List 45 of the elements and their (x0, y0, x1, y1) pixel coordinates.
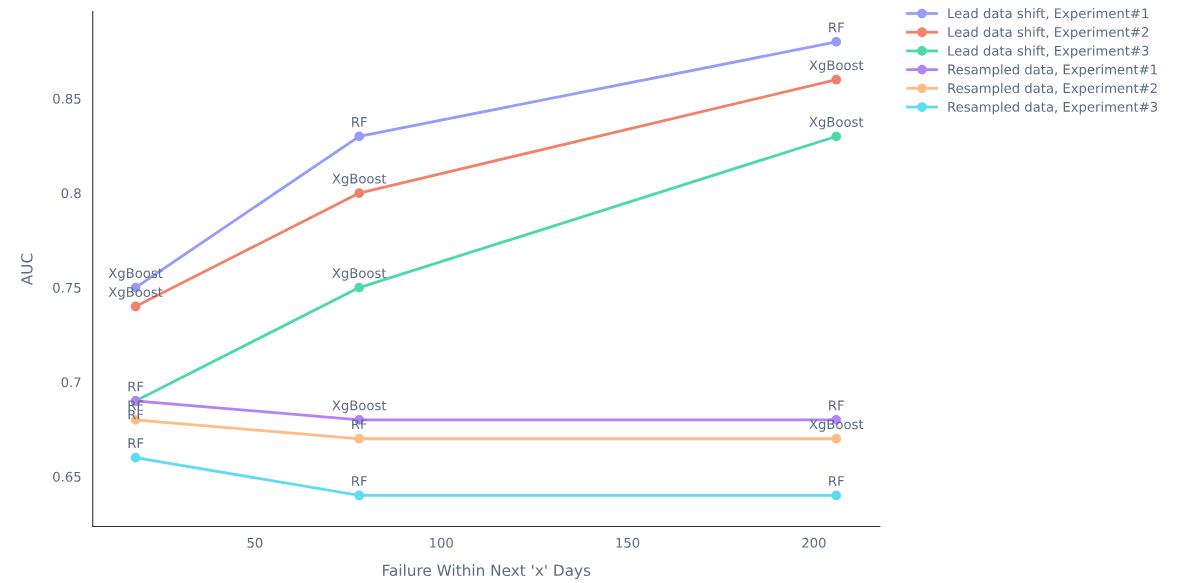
point (354, 490, 365, 501)
point (354, 433, 365, 444)
data-label: RF (829, 400, 844, 411)
legend-label: Resampled data, Experiment#2 (948, 82, 1157, 96)
data-label: RF (352, 419, 367, 430)
data-label: XgBoost (809, 419, 864, 432)
data-label: XgBoost (332, 173, 387, 187)
data-label: RF (128, 409, 144, 420)
point (831, 433, 842, 444)
data-label: RF (128, 381, 144, 392)
point (831, 490, 842, 501)
point (354, 131, 365, 142)
legend-label: Resampled data, Experiment#3 (948, 101, 1158, 115)
legend-label: Lead data shift, Experiment#2 (948, 26, 1149, 40)
point (354, 282, 365, 293)
x-tick-label: 150 (616, 537, 640, 548)
data-label: RF (128, 400, 144, 411)
y-tick-label: 0.7 (61, 377, 81, 388)
data-label: XgBoost (809, 117, 864, 130)
legend-label: Resampled data, Experiment#1 (948, 64, 1157, 77)
data-label: XgBoost (332, 268, 387, 281)
y-tick-label: 0.65 (53, 471, 81, 482)
data-label: RF (352, 117, 367, 127)
x-axis-title: Failure Within Next 'x' Days (383, 564, 591, 579)
point (130, 452, 141, 463)
point (354, 188, 365, 198)
data-label: XgBoost (332, 400, 387, 413)
data-label: XgBoost (809, 60, 864, 73)
data-label: RF (829, 476, 844, 486)
x-tick-label: 200 (802, 537, 826, 548)
point (831, 37, 842, 47)
x-tick-label: 50 (247, 537, 263, 548)
legend-label: Lead data shift, Experiment#3 (948, 45, 1149, 59)
data-label: RF (128, 438, 144, 448)
y-tick-label: 0.75 (53, 282, 81, 293)
legend-label: Lead data shift, Experiment#1 (948, 8, 1149, 21)
y-axis-title: AUC (21, 253, 33, 286)
point (831, 131, 842, 142)
point (831, 74, 842, 85)
point (130, 301, 141, 312)
y-tick-label: 0.85 (53, 93, 81, 104)
x-tick-label: 100 (430, 537, 453, 548)
data-label: RF (352, 476, 367, 486)
data-label: RF (829, 22, 844, 33)
y-tick-label: 0.8 (61, 188, 81, 199)
